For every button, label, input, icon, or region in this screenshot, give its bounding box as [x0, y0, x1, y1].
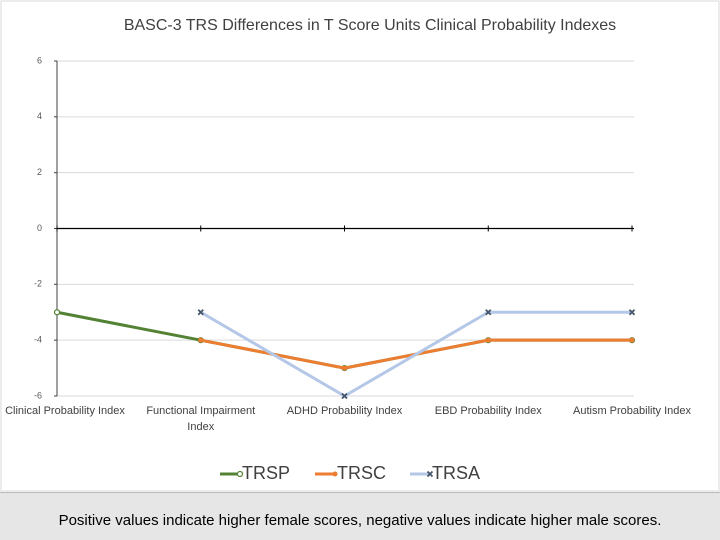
x-tick-label: Functional Impairment Index: [146, 405, 256, 433]
point: [426, 470, 434, 478]
point: [342, 365, 347, 371]
chart-frame: [0, 0, 720, 492]
point: [53, 309, 61, 316]
y-tick-label: 6: [37, 55, 42, 65]
legend-label: TRSP: [242, 463, 290, 483]
series-line: [199, 310, 632, 398]
legend-label: TRSC: [337, 463, 386, 483]
point: [197, 309, 204, 316]
x-tick-label: EBD Probability Index: [434, 405, 542, 417]
y-tick-label: 0: [37, 223, 42, 233]
chart: BASC-3 TRS Differences in T Score Units …: [0, 0, 720, 492]
y-tick-label: 2: [37, 167, 42, 177]
y-tick-label: -4: [34, 335, 42, 345]
x-tick-label: Clinical Probability Index: [5, 405, 125, 417]
point: [629, 337, 635, 343]
point: [485, 309, 492, 316]
point: [485, 337, 491, 343]
point: [332, 471, 338, 477]
x-tick-label: Autism Probability Index: [573, 405, 691, 417]
point: [236, 470, 244, 478]
footer-note: Positive values indicate higher female s…: [0, 492, 720, 540]
point: [628, 309, 636, 316]
x-tick-label: ADHD Probability Index: [286, 405, 403, 417]
point: [198, 337, 204, 343]
y-tick-label: -6: [34, 390, 42, 400]
y-tick-label: -2: [34, 279, 42, 289]
chart-title: BASC-3 TRS Differences in T Score Units …: [124, 17, 616, 34]
point: [341, 392, 348, 400]
y-tick-label: 4: [37, 111, 42, 121]
legend-label: TRSA: [432, 463, 480, 483]
